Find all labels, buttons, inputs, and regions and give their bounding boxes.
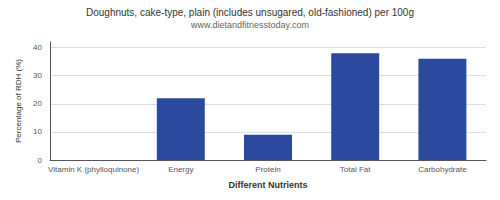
- svg-text:Different Nutrients: Different Nutrients: [228, 180, 307, 190]
- svg-text:30: 30: [33, 71, 42, 80]
- svg-text:Vitamin K (phylloquinone): Vitamin K (phylloquinone): [48, 165, 139, 174]
- svg-text:Carbohydrate: Carbohydrate: [418, 165, 467, 174]
- svg-text:Protein: Protein: [255, 165, 280, 174]
- svg-text:20: 20: [33, 99, 42, 108]
- svg-text:Doughnuts, cake-type, plain (i: Doughnuts, cake-type, plain (includes un…: [86, 7, 414, 18]
- svg-text:Percentage of RDH (%): Percentage of RDH (%): [14, 59, 23, 143]
- svg-text:Total Fat: Total Fat: [340, 165, 371, 174]
- svg-text:Energy: Energy: [168, 165, 193, 174]
- svg-text:0: 0: [38, 156, 43, 165]
- svg-text:www.dietandfitnesstoday.com: www.dietandfitnesstoday.com: [190, 20, 309, 30]
- svg-text:10: 10: [33, 127, 42, 136]
- svg-text:40: 40: [33, 43, 42, 52]
